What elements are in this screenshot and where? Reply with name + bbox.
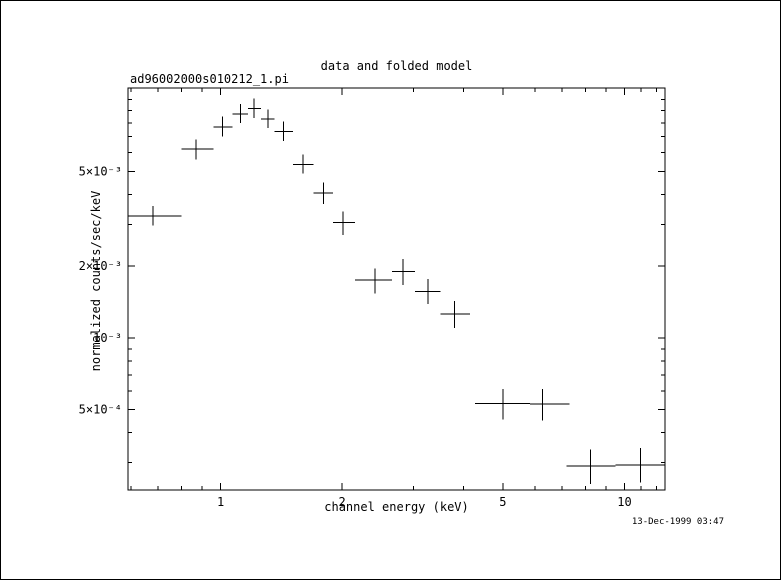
plot-frame — [127, 87, 666, 491]
chart-title: data and folded model — [320, 59, 473, 73]
y-axis-tick-label: 10⁻³ — [93, 331, 122, 345]
y-axis-tick-label: 5×10⁻³ — [79, 164, 122, 178]
y-axis-tick-label: 5×10⁻⁴ — [79, 403, 122, 417]
dataset-filename: ad96002000s010212_1.pi — [130, 72, 289, 86]
y-axis-label: normalized counts/sec/keV — [89, 190, 103, 372]
x-axis-tick-label: 2 — [338, 495, 345, 509]
x-axis-label: channel energy (keV) — [324, 500, 469, 514]
x-axis-tick-label: 1 — [217, 495, 224, 509]
x-axis-tick-label: 10 — [617, 495, 631, 509]
plot-timestamp: 13-Dec-1999 03:47 — [631, 517, 724, 527]
y-axis-tick-label: 2×10⁻³ — [79, 259, 122, 273]
x-axis-tick-label: 5 — [499, 495, 506, 509]
